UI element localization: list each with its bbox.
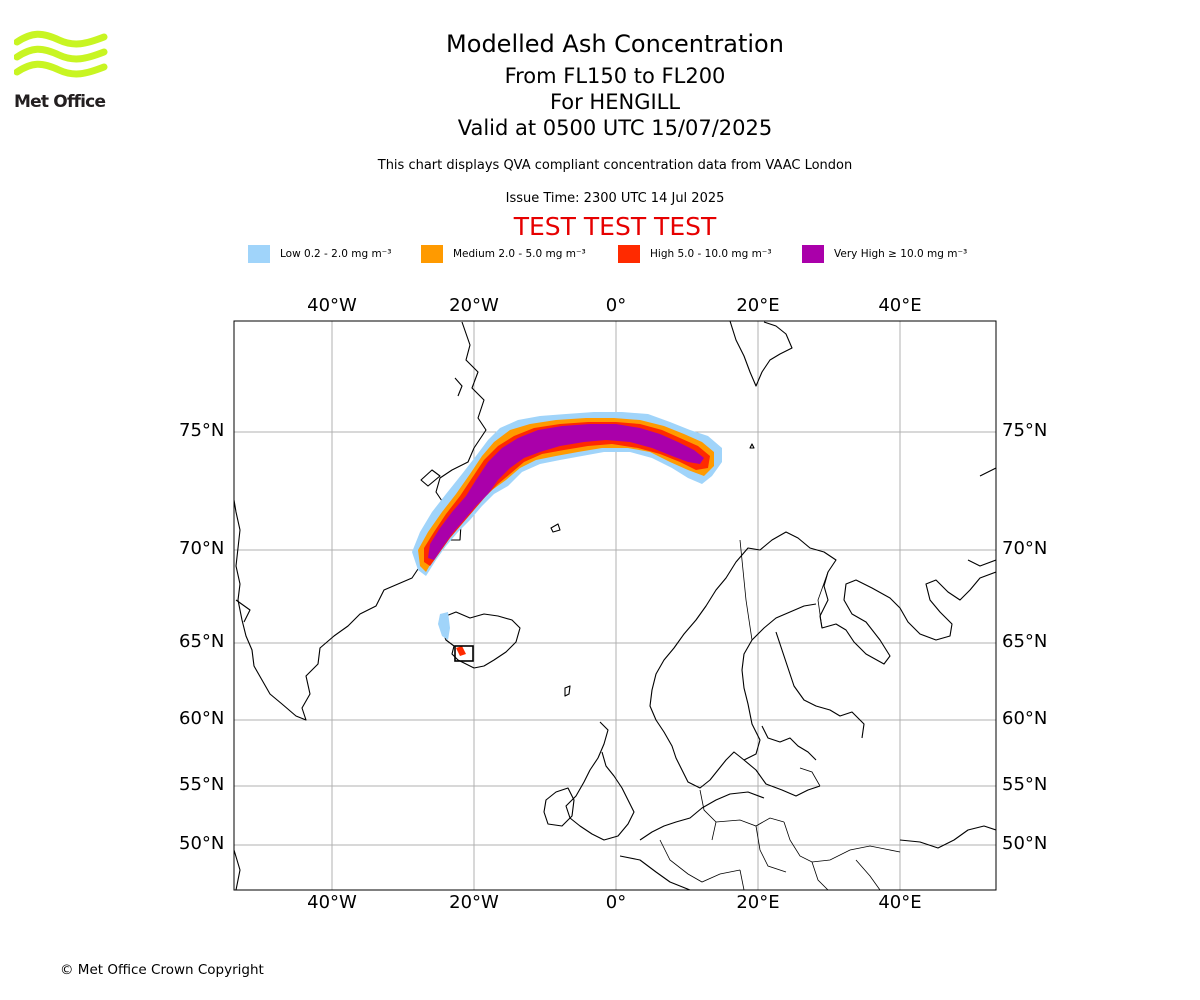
legend-item-very-high: Very High ≥ 10.0 mg m⁻³: [802, 244, 967, 264]
lon-label-bottom-40w: 40°W: [307, 892, 357, 913]
lon-label-top-40w: 40°W: [307, 295, 357, 316]
lon-label-bottom-20w: 20°W: [449, 892, 499, 913]
description-text: This chart displays QVA compliant concen…: [377, 158, 853, 173]
chart-title: Modelled Ash Concentration: [446, 30, 784, 58]
lat-label-left-65n: 65°N: [179, 631, 225, 652]
lat-label-right-55n: 55°N: [1002, 774, 1048, 795]
lat-label-left-70n: 70°N: [179, 538, 225, 559]
lon-label-bottom-0: 0°: [605, 892, 627, 913]
legend-label-medium: Medium 2.0 - 5.0 mg m⁻³: [453, 248, 586, 260]
lat-label-right-70n: 70°N: [1002, 538, 1048, 559]
lon-label-top-0: 0°: [605, 295, 627, 316]
legend-swatch-very-high: [802, 245, 824, 263]
legend-item-high: High 5.0 - 10.0 mg m⁻³: [618, 244, 772, 264]
issue-time: Issue Time: 2300 UTC 14 Jul 2025: [505, 191, 725, 206]
valid-time: Valid at 0500 UTC 15/07/2025: [457, 116, 773, 140]
map-frame: [233, 320, 997, 891]
ash-plume: [412, 412, 722, 656]
legend-swatch-high: [618, 245, 640, 263]
country-borders: [659, 539, 901, 890]
coastlines: [234, 321, 996, 890]
legend-label-high: High 5.0 - 10.0 mg m⁻³: [650, 248, 772, 260]
copyright-notice: © Met Office Crown Copyright: [60, 962, 264, 978]
ash-very-high-layer: [428, 424, 704, 560]
ireland-coast: [543, 787, 575, 827]
uk-coast: [565, 721, 635, 841]
ash-low-iceland: [438, 612, 450, 640]
lat-label-right-50n: 50°N: [1002, 833, 1048, 854]
volcano-name: For HENGILL: [549, 90, 681, 114]
lat-label-right-65n: 65°N: [1002, 631, 1048, 652]
legend-item-medium: Medium 2.0 - 5.0 mg m⁻³: [421, 244, 586, 264]
lat-label-right-60n: 60°N: [1002, 708, 1048, 729]
lon-label-top-40e: 40°E: [878, 295, 922, 316]
lat-label-left-50n: 50°N: [179, 833, 225, 854]
logo-text: Met Office: [14, 92, 106, 112]
svalbard-coast: [729, 321, 793, 387]
lat-label-right-75n: 75°N: [1002, 420, 1048, 441]
test-banner: TEST TEST TEST: [513, 212, 717, 241]
lon-label-bottom-40e: 40°E: [878, 892, 922, 913]
scandinavia-coast: [649, 531, 996, 789]
legend-label-very-high: Very High ≥ 10.0 mg m⁻³: [834, 248, 968, 260]
met-office-logo: Met Office: [13, 30, 109, 112]
legend-label-low: Low 0.2 - 2.0 mg m⁻³: [280, 248, 392, 260]
legend-swatch-medium: [421, 245, 443, 263]
met-office-waves-icon: [13, 30, 108, 78]
map-gridlines: [234, 321, 996, 890]
iceland-coast: [441, 611, 521, 669]
lon-label-top-20e: 20°E: [736, 295, 780, 316]
lat-label-left-55n: 55°N: [179, 774, 225, 795]
greenland-coast: [234, 321, 487, 721]
legend-item-low: Low 0.2 - 2.0 mg m⁻³: [248, 244, 391, 264]
flight-levels: From FL150 to FL200: [504, 64, 726, 88]
lon-label-top-20w: 20°W: [449, 295, 499, 316]
legend-swatch-low: [248, 245, 270, 263]
lat-label-left-75n: 75°N: [179, 420, 225, 441]
volcano-source-marker: [454, 645, 474, 662]
lon-label-bottom-20e: 20°E: [736, 892, 780, 913]
lat-label-left-60n: 60°N: [179, 708, 225, 729]
